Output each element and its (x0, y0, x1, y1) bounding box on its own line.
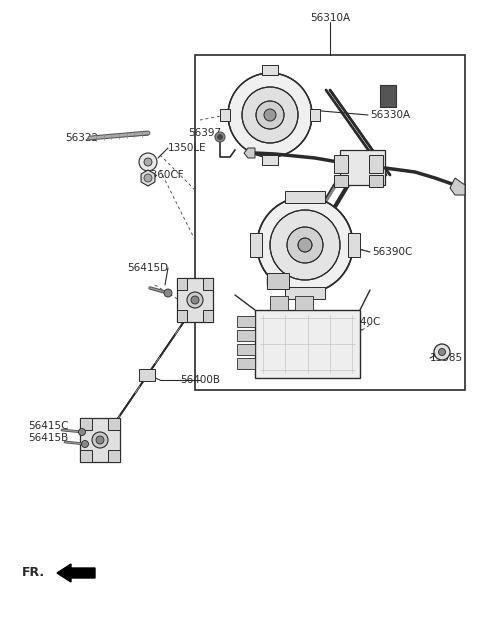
Text: 56330A: 56330A (370, 110, 410, 120)
Text: 1350LE: 1350LE (168, 143, 206, 153)
Bar (237, 316, 255, 327)
Circle shape (144, 174, 152, 182)
Bar (255, 310, 360, 378)
Bar (262, 65, 278, 75)
Bar (285, 287, 325, 299)
Text: 13385: 13385 (430, 353, 463, 363)
Text: 56310A: 56310A (310, 13, 350, 23)
Bar (380, 85, 396, 107)
Circle shape (217, 134, 223, 139)
Circle shape (144, 158, 152, 166)
Polygon shape (450, 178, 465, 195)
Circle shape (257, 197, 353, 293)
Bar (334, 175, 348, 187)
Bar (237, 330, 255, 341)
Bar (108, 418, 120, 430)
Bar (310, 109, 320, 121)
Bar (334, 155, 348, 173)
FancyArrow shape (57, 564, 95, 582)
Bar (203, 310, 213, 322)
Circle shape (92, 432, 108, 448)
Bar (262, 155, 278, 165)
Circle shape (79, 428, 85, 435)
Bar (108, 450, 120, 462)
Bar (80, 450, 92, 462)
Text: 1360CF: 1360CF (145, 170, 185, 180)
Bar (80, 418, 92, 430)
Circle shape (242, 87, 298, 143)
Bar (237, 344, 255, 355)
Circle shape (82, 440, 88, 447)
Polygon shape (244, 148, 255, 158)
Bar (369, 175, 383, 187)
Bar (369, 155, 383, 173)
Bar (250, 233, 262, 257)
Bar (80, 418, 120, 462)
Circle shape (439, 348, 445, 355)
Circle shape (164, 289, 172, 297)
Bar (237, 358, 255, 369)
Text: 56322: 56322 (65, 133, 98, 143)
Bar (177, 278, 213, 322)
Bar (267, 273, 289, 289)
Circle shape (287, 227, 323, 263)
Bar (177, 278, 187, 290)
Bar (139, 369, 155, 381)
Text: 56415C: 56415C (28, 421, 69, 431)
Bar (340, 150, 385, 185)
Text: 56340C: 56340C (340, 317, 380, 327)
Text: FR.: FR. (22, 567, 45, 579)
Bar (270, 296, 288, 310)
Bar (295, 296, 313, 310)
Circle shape (191, 296, 199, 304)
Text: 56415D: 56415D (127, 263, 168, 273)
Circle shape (270, 210, 340, 280)
Bar (203, 278, 213, 290)
Text: 56400B: 56400B (180, 375, 220, 385)
Text: 56390C: 56390C (372, 247, 412, 257)
Bar (348, 233, 360, 257)
Bar (220, 109, 230, 121)
Text: 56415B: 56415B (28, 433, 68, 443)
Circle shape (228, 73, 312, 157)
Bar (195, 55, 465, 390)
Circle shape (96, 436, 104, 444)
Polygon shape (141, 170, 155, 186)
Bar (177, 310, 187, 322)
Bar (285, 191, 325, 203)
Circle shape (256, 101, 284, 129)
Circle shape (264, 109, 276, 121)
Circle shape (139, 153, 157, 171)
Circle shape (434, 344, 450, 360)
Circle shape (215, 132, 225, 142)
Text: 56397: 56397 (189, 128, 222, 138)
Circle shape (187, 292, 203, 308)
Circle shape (298, 238, 312, 252)
